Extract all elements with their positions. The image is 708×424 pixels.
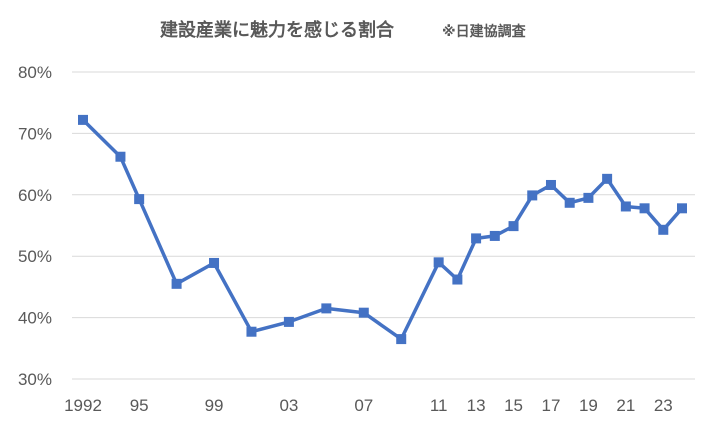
- x-tick-label: 99: [205, 396, 224, 415]
- data-point: [283, 316, 294, 327]
- y-tick-label: 50%: [18, 247, 52, 266]
- chart-title-text: 建設産業に魅力を感じる割合: [160, 19, 395, 41]
- y-tick-label: 60%: [18, 186, 52, 205]
- x-tick-label: 23: [654, 396, 673, 415]
- data-point: [602, 173, 613, 184]
- data-point: [358, 307, 369, 318]
- series-group: [78, 114, 687, 345]
- data-point: [134, 194, 145, 205]
- y-axis-ticks: 30% 40% 50% 60% 70% 80%: [18, 63, 52, 389]
- data-point: [564, 197, 575, 208]
- data-point: [171, 278, 182, 289]
- y-tick-label: 80%: [18, 63, 52, 82]
- data-point: [658, 224, 669, 235]
- x-tick-label: 11: [430, 396, 448, 415]
- x-tick-label: 95: [130, 396, 149, 415]
- gridlines: [72, 71, 695, 380]
- series-line: [81, 118, 684, 341]
- x-axis-ticks: 1992 95 99 03 07 11 13 15 17 19 21 23: [64, 396, 673, 415]
- y-tick-label: 40%: [18, 309, 52, 328]
- data-point: [489, 230, 500, 241]
- data-point: [639, 203, 650, 214]
- data-point: [246, 326, 257, 337]
- x-tick-label: 15: [504, 396, 523, 415]
- y-tick-label: 70%: [18, 124, 52, 143]
- x-tick-label: 17: [542, 396, 561, 415]
- data-point: [209, 257, 220, 268]
- data-point: [78, 114, 88, 125]
- data-point: [321, 303, 332, 314]
- data-point: [545, 179, 556, 190]
- data-point: [115, 151, 126, 162]
- data-point: [433, 257, 444, 268]
- x-tick-label: 1992: [64, 396, 102, 415]
- data-point: [583, 192, 594, 203]
- data-point: [396, 334, 407, 345]
- y-tick-label: 30%: [18, 370, 52, 389]
- x-tick-label: 13: [467, 396, 486, 415]
- data-point: [527, 190, 538, 201]
- data-point: [471, 233, 482, 244]
- x-tick-label: 19: [579, 396, 598, 415]
- x-tick-label: 07: [354, 396, 373, 415]
- data-point: [508, 221, 519, 232]
- data-point: [677, 203, 687, 214]
- x-tick-label: 21: [616, 396, 635, 415]
- x-tick-label: 03: [279, 396, 298, 415]
- chart-title: 建設産業に魅力を感じる割合 ※日建協調査: [160, 19, 527, 41]
- data-point: [620, 201, 631, 212]
- data-point: [452, 274, 463, 285]
- chart-subtitle-text: ※日建協調査: [442, 23, 527, 40]
